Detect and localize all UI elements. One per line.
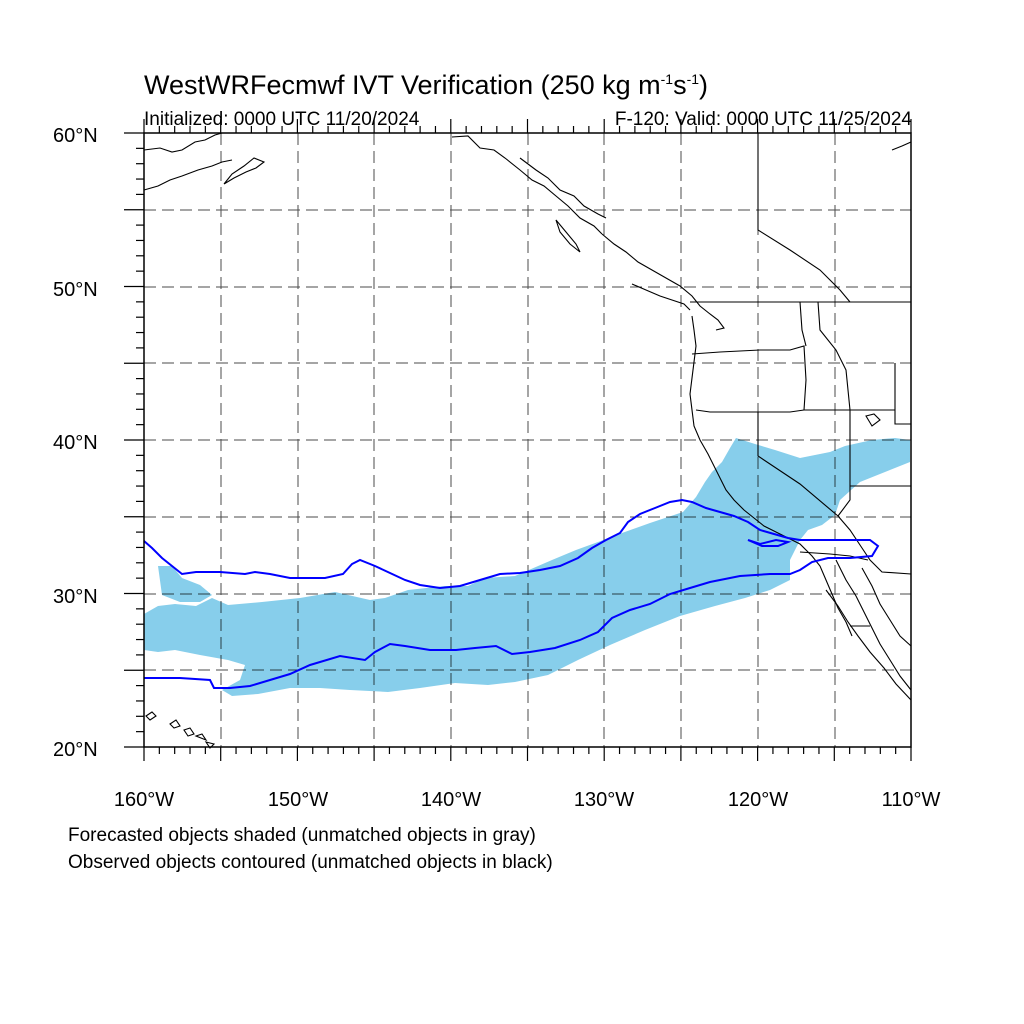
observed-objects-contour <box>143 498 880 689</box>
forecast-object-shaded <box>144 438 910 696</box>
lon-label-150w: 150°W <box>268 789 328 811</box>
valid-time: F-120: Valid: 0000 UTC 11/25/2024 <box>614 109 912 130</box>
lat-label-40n: 40°N <box>53 432 98 454</box>
lon-label-140w: 140°W <box>421 789 481 811</box>
observed-object-north <box>143 498 880 689</box>
lon-label-120w: 120°W <box>728 789 788 811</box>
grid-lines <box>144 133 911 747</box>
lat-label-60n: 60°N <box>53 125 98 147</box>
footnote-observed: Observed objects contoured (unmatched ob… <box>68 852 553 873</box>
footnote-forecast: Forecasted objects shaded (unmatched obj… <box>68 825 536 846</box>
initialized-time: Initialized: 0000 UTC 11/20/2024 <box>144 109 420 130</box>
lon-label-130w: 130°W <box>574 789 634 811</box>
map-title: WestWRFecmwf IVT Verification (250 kg m-… <box>144 70 709 100</box>
lon-tick-labels: 160°W 150°W 140°W 130°W 120°W 110°W <box>114 789 941 811</box>
forecast-object-shaded-west <box>158 566 212 602</box>
lat-label-30n: 30°N <box>53 586 98 608</box>
lat-label-20n: 20°N <box>53 739 98 761</box>
lat-label-50n: 50°N <box>53 279 98 301</box>
lat-tick-labels: 60°N 50°N 40°N 30°N 20°N <box>53 125 98 761</box>
lon-label-110w: 110°W <box>882 789 941 811</box>
axis-ticks <box>124 119 912 761</box>
coastlines <box>143 132 912 749</box>
observed-object-coastal <box>747 538 792 547</box>
lon-label-160w: 160°W <box>114 789 174 811</box>
